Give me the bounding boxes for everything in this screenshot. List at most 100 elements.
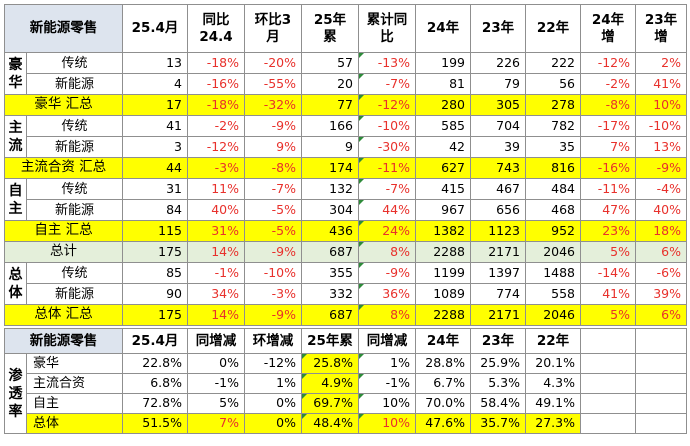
- value-cell: -8%: [580, 94, 636, 116]
- value-cell: 355: [301, 262, 359, 284]
- row-label: 自主 汇总: [4, 220, 123, 242]
- value-cell: 6.7%: [415, 373, 471, 394]
- value-cell: -17%: [580, 115, 636, 137]
- value-cell: [580, 353, 636, 374]
- value-cell: 4: [122, 73, 188, 95]
- value-cell: 24%: [358, 220, 416, 242]
- header-cell: 新能源零售: [4, 4, 123, 53]
- header-cell: 同增减: [358, 328, 416, 354]
- value-cell: 47%: [580, 199, 636, 221]
- value-cell: 20.1%: [525, 353, 581, 374]
- value-cell: 0%: [187, 353, 245, 374]
- table-row: 渗透率 豪华 22.8% 0% -12% 25.8% 1% 28.8% 25.9% 20.1%: [4, 353, 687, 434]
- value-cell: -32%: [244, 94, 302, 116]
- value-cell: -1%: [358, 373, 416, 394]
- value-cell: 44: [122, 157, 188, 179]
- value-cell: 77: [301, 94, 359, 116]
- group-label: 主流: [4, 115, 27, 158]
- value-cell: 1199: [415, 262, 471, 284]
- value-cell: 967: [415, 199, 471, 221]
- value-cell: 6.8%: [122, 373, 188, 394]
- value-cell: 585: [415, 115, 471, 137]
- value-cell: 10%: [635, 94, 687, 116]
- row-label: 主流合资 汇总: [4, 157, 123, 179]
- value-cell: 31: [122, 178, 188, 200]
- header-cell: 24年: [415, 328, 471, 354]
- value-cell: 1%: [358, 353, 416, 374]
- value-cell: [635, 353, 687, 374]
- header-cell: 25.4月: [122, 4, 188, 53]
- value-cell: 8%: [358, 304, 416, 326]
- value-cell: 174: [301, 157, 359, 179]
- value-cell: -6%: [635, 262, 687, 284]
- value-cell: 81: [415, 73, 471, 95]
- header-cell: 累计同比: [358, 4, 416, 53]
- value-cell: 31%: [187, 220, 245, 242]
- header-cell: 22年: [525, 328, 581, 354]
- row-label: 传统: [26, 178, 123, 200]
- value-cell: [580, 413, 636, 434]
- value-cell: 2046: [525, 241, 581, 263]
- value-cell: 743: [470, 157, 526, 179]
- value-cell: 11%: [187, 178, 245, 200]
- value-cell: 85: [122, 262, 188, 284]
- value-cell: 5.3%: [470, 373, 526, 394]
- row-label: 总计: [4, 241, 123, 263]
- value-cell: -4%: [635, 178, 687, 200]
- value-cell: -9%: [635, 157, 687, 179]
- value-cell: 115: [122, 220, 188, 242]
- value-cell: 467: [470, 178, 526, 200]
- value-cell: -3%: [187, 157, 245, 179]
- value-cell: 0%: [244, 393, 302, 414]
- value-cell: 69.7%: [301, 393, 359, 414]
- row-label: 豪华 汇总: [4, 94, 123, 116]
- row-label: 新能源: [26, 136, 123, 158]
- value-cell: 132: [301, 178, 359, 200]
- value-cell: -11%: [358, 157, 416, 179]
- value-cell: 14%: [187, 241, 245, 263]
- value-cell: 20: [301, 73, 359, 95]
- value-cell: 484: [525, 178, 581, 200]
- header-cell: 22年: [525, 4, 581, 53]
- value-cell: -10%: [635, 115, 687, 137]
- value-cell: 13: [122, 52, 188, 74]
- value-cell: 278: [525, 94, 581, 116]
- value-cell: -9%: [244, 241, 302, 263]
- value-cell: 952: [525, 220, 581, 242]
- value-cell: -5%: [244, 220, 302, 242]
- value-cell: 23%: [580, 220, 636, 242]
- value-cell: 687: [301, 304, 359, 326]
- group-label: 渗透率: [4, 353, 27, 434]
- value-cell: 41: [122, 115, 188, 137]
- row-label: 传统: [26, 52, 123, 74]
- value-cell: 1089: [415, 283, 471, 305]
- value-cell: -1%: [187, 262, 245, 284]
- value-cell: 3: [122, 136, 188, 158]
- header-cell: 23年增: [635, 4, 687, 53]
- value-cell: 48.4%: [301, 413, 359, 434]
- value-cell: 687: [301, 241, 359, 263]
- value-cell: -7%: [358, 73, 416, 95]
- row-label: 新能源: [26, 73, 123, 95]
- value-cell: 7%: [580, 136, 636, 158]
- value-cell: 222: [525, 52, 581, 74]
- value-cell: 782: [525, 115, 581, 137]
- header-row: 新能源零售 25.4月 同增减 环增减 25年累 同增减 24年 23年 22年: [4, 328, 687, 354]
- value-cell: 6%: [635, 304, 687, 326]
- value-cell: -10%: [244, 262, 302, 284]
- value-cell: 1488: [525, 262, 581, 284]
- value-cell: 56: [525, 73, 581, 95]
- value-cell: 656: [470, 199, 526, 221]
- value-cell: 28.8%: [415, 353, 471, 374]
- row-label: 豪华: [26, 353, 123, 374]
- value-cell: -16%: [580, 157, 636, 179]
- value-cell: 27.3%: [525, 413, 581, 434]
- row-label: 新能源: [26, 283, 123, 305]
- value-cell: -55%: [244, 73, 302, 95]
- value-cell: 4.3%: [525, 373, 581, 394]
- value-cell: 44%: [358, 199, 416, 221]
- header-cell: 25年累: [301, 328, 359, 354]
- value-cell: 90: [122, 283, 188, 305]
- value-cell: 79: [470, 73, 526, 95]
- value-cell: 6%: [635, 241, 687, 263]
